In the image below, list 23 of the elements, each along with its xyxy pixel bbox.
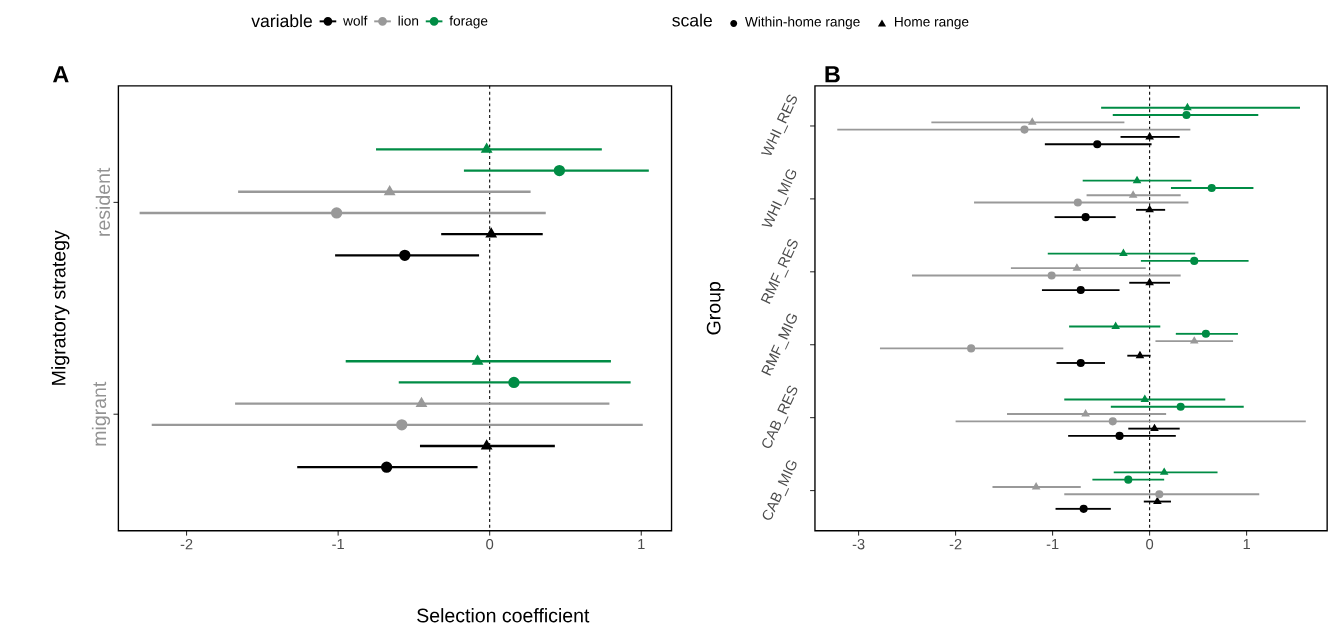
x-tick-label: 0 bbox=[1146, 539, 1154, 550]
y-tick-label: migrant bbox=[91, 381, 111, 446]
text: Home range bbox=[895, 16, 969, 30]
text: Within-home range bbox=[745, 16, 860, 30]
x-tick-label: 1 bbox=[1243, 539, 1250, 550]
y-axis-title: Group bbox=[706, 281, 725, 335]
legend-label: wolf bbox=[343, 15, 368, 26]
text: B bbox=[825, 66, 840, 83]
y-tick-label: resident bbox=[95, 167, 111, 236]
x-tick-label: -2 bbox=[949, 539, 962, 550]
legend-label: forage bbox=[449, 15, 488, 29]
x-axis-title: Selection coefficient bbox=[417, 608, 590, 623]
legend-label: lion bbox=[398, 15, 419, 26]
legend-title: variable bbox=[251, 14, 312, 28]
x-tick-label: -1 bbox=[332, 539, 344, 550]
x-tick-label: -1 bbox=[1046, 539, 1059, 550]
x-tick-label: 1 bbox=[638, 539, 645, 550]
text: A bbox=[52, 66, 69, 83]
x-tick-label: -2 bbox=[180, 539, 193, 550]
text: scale bbox=[672, 13, 712, 27]
x-tick-label: 0 bbox=[486, 539, 494, 550]
y-axis-title: Migratory strategy bbox=[51, 230, 70, 385]
x-tick-label: -3 bbox=[852, 539, 865, 550]
